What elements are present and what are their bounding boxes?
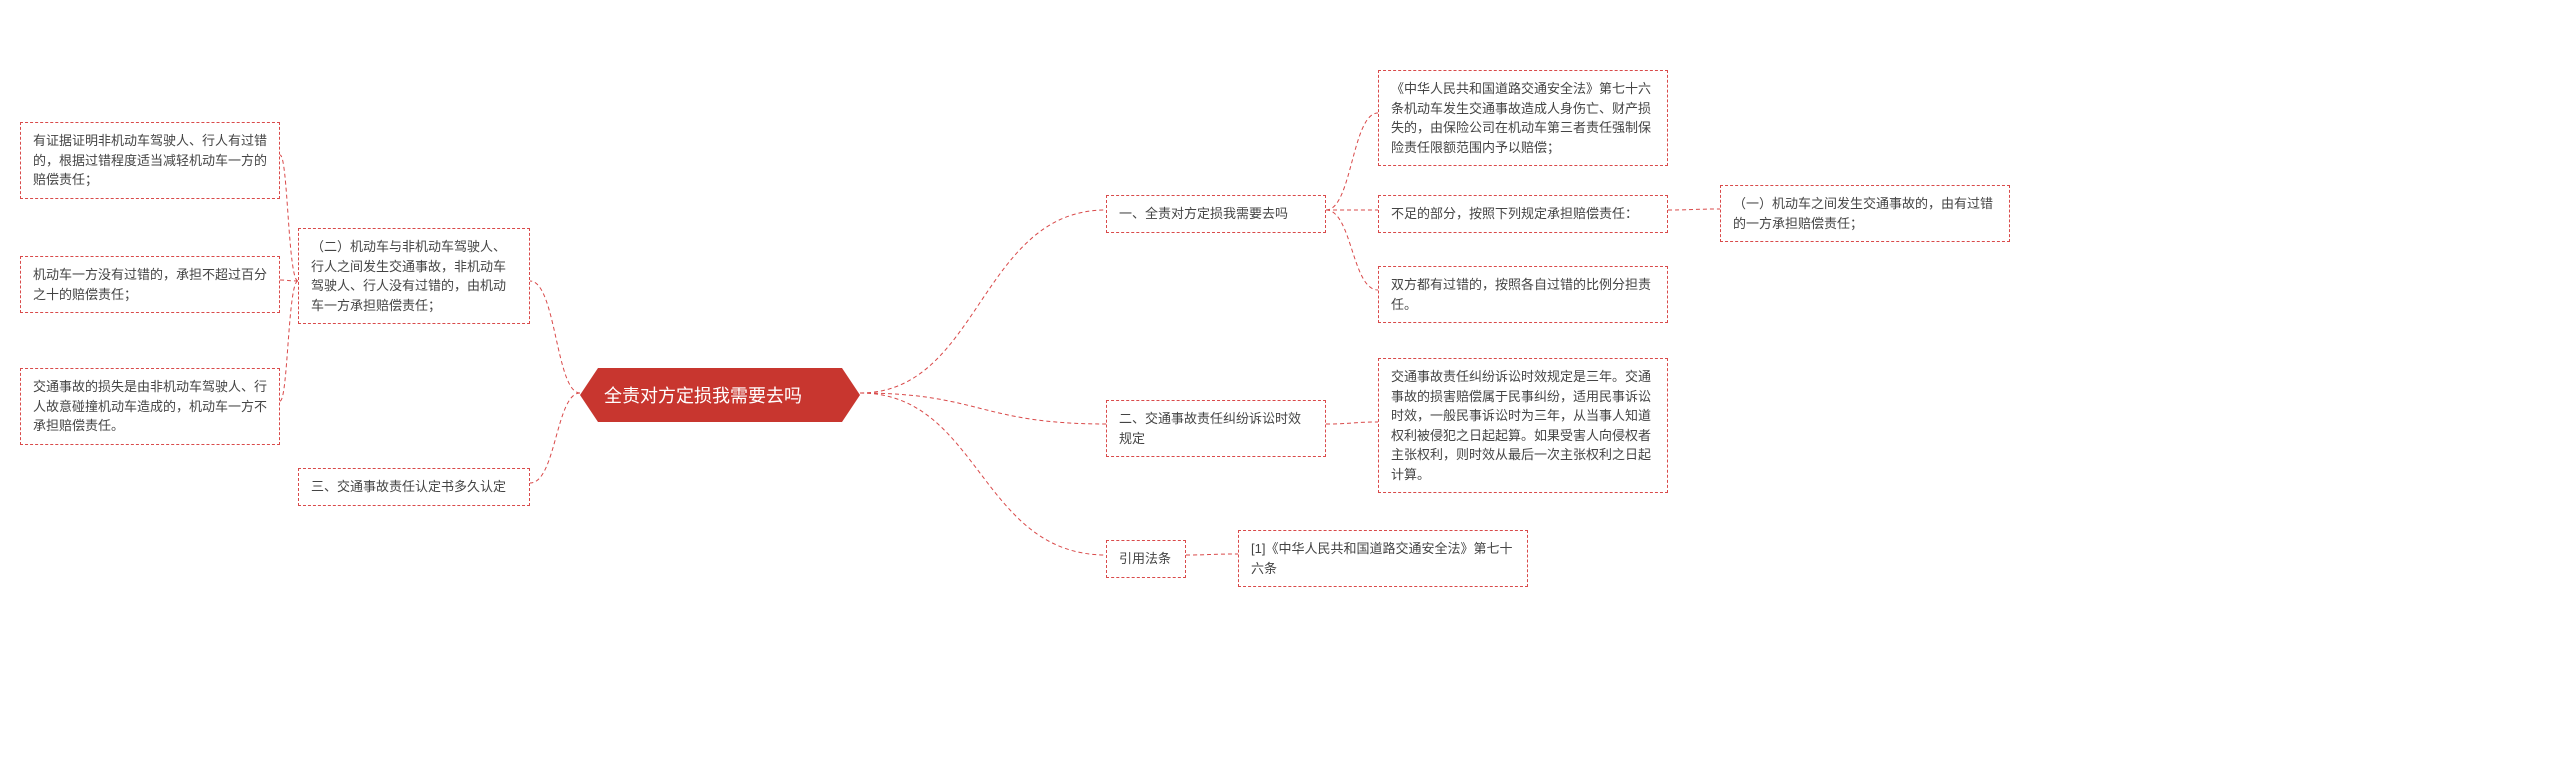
right-node-r3: 引用法条 <box>1106 540 1186 578</box>
left-node-l2: 三、交通事故责任认定书多久认定 <box>298 468 530 506</box>
left-node-l1a: 有证据证明非机动车驾驶人、行人有过错的，根据过错程度适当减轻机动车一方的赔偿责任… <box>20 122 280 199</box>
connector <box>280 155 298 281</box>
connector <box>860 210 1106 393</box>
right-node-r1: 一、全责对方定损我需要去吗 <box>1106 195 1326 233</box>
connector <box>1326 113 1378 210</box>
right-node-r1b: 不足的部分，按照下列规定承担赔偿责任： <box>1378 195 1668 233</box>
connector <box>530 393 580 483</box>
connector <box>860 393 1106 424</box>
left-node-l1c: 交通事故的损失是由非机动车驾驶人、行人故意碰撞机动车造成的，机动车一方不承担赔偿… <box>20 368 280 445</box>
connector <box>280 281 298 401</box>
right-node-r2: 二、交通事故责任纠纷诉讼时效规定 <box>1106 400 1326 457</box>
connector <box>1326 422 1378 424</box>
right-node-r3a: [1]《中华人民共和国道路交通安全法》第七十六条 <box>1238 530 1528 587</box>
connector <box>530 281 580 393</box>
right-node-r1b1: （一）机动车之间发生交通事故的，由有过错的一方承担赔偿责任； <box>1720 185 2010 242</box>
connector-layer <box>0 0 2560 783</box>
connector <box>1326 210 1378 290</box>
right-node-r2a: 交通事故责任纠纷诉讼时效规定是三年。交通事故的损害赔偿属于民事纠纷，适用民事诉讼… <box>1378 358 1668 493</box>
root-node: 全责对方定损我需要去吗 <box>580 368 860 422</box>
connector <box>280 280 298 281</box>
connector <box>1668 209 1720 210</box>
left-node-l1: （二）机动车与非机动车驾驶人、行人之间发生交通事故，非机动车驾驶人、行人没有过错… <box>298 228 530 324</box>
left-node-l1b: 机动车一方没有过错的，承担不超过百分之十的赔偿责任； <box>20 256 280 313</box>
connector <box>860 393 1106 555</box>
connector <box>1186 554 1238 555</box>
right-node-r1a: 《中华人民共和国道路交通安全法》第七十六条机动车发生交通事故造成人身伤亡、财产损… <box>1378 70 1668 166</box>
right-node-r1c: 双方都有过错的，按照各自过错的比例分担责任。 <box>1378 266 1668 323</box>
